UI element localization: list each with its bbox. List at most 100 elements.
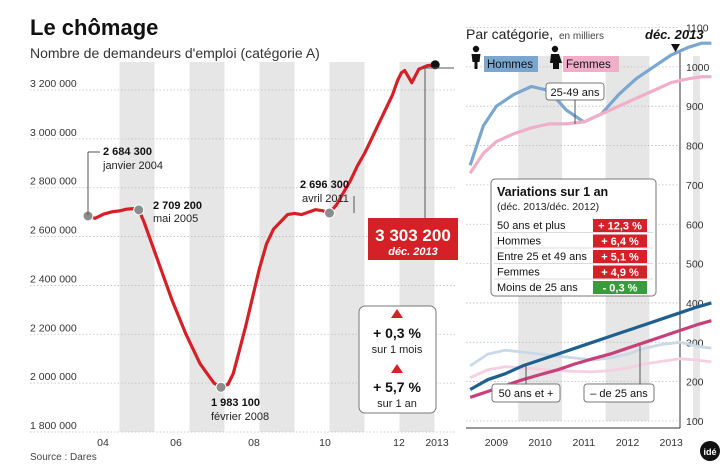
highlight-label: déc. 2013 <box>388 246 438 258</box>
table-row-value: - 0,3 % <box>603 283 638 295</box>
variations-title: Variations sur 1 an <box>497 185 608 199</box>
table-row-badge <box>593 265 647 279</box>
category-chart-x-ticks: 2009 2010 2011 2012 2013 <box>485 437 683 449</box>
woman-icon <box>550 45 562 69</box>
highlight-callout: 3 303 200 déc. 2013 <box>368 67 458 260</box>
table-row-label: Entre 25 et 49 ans <box>497 251 587 263</box>
change-box: + 0,3 % sur 1 mois + 5,7 % sur 1 an <box>358 305 437 414</box>
page-subtitle: Nombre de demandeurs d'emploi (catégorie… <box>30 45 320 61</box>
y-tick-label: 500 <box>686 259 704 271</box>
group-label-box <box>583 383 655 403</box>
annotation-value: 2 696 300 <box>300 179 349 191</box>
x-tick-label: 2013 <box>660 437 684 449</box>
table-row-value: + 12,3 % <box>598 221 642 233</box>
group-label-50-plus: 50 ans et + <box>491 364 561 403</box>
category-title: Par catégorie, <box>466 26 553 42</box>
y-tick-label: 2 000 000 <box>30 371 77 383</box>
y-tick-label: 2 600 000 <box>30 225 77 237</box>
publisher-logo: idé <box>700 441 720 461</box>
y-tick-label: 1000 <box>686 62 710 74</box>
y-tick-label: 100 <box>686 416 704 428</box>
group-label-text: 25-49 ans <box>551 87 600 99</box>
latest-point-marker <box>430 60 440 70</box>
year-band <box>693 56 701 421</box>
annotation-may-2005: 2 709 200 mai 2005 <box>153 200 202 225</box>
annotation-label: avril 2011 <box>302 193 349 205</box>
highlight-box <box>368 218 458 260</box>
legend-swatch-women <box>563 56 619 72</box>
highlight-value: 3 303 200 <box>375 226 451 245</box>
page-title: Le chômage <box>30 15 158 40</box>
series-line-hommes <box>469 340 712 368</box>
x-tick-label: 06 <box>170 437 182 449</box>
series-line-hommes <box>469 301 712 391</box>
variations-rows: 50 ans et plus + 12,3 % Hommes + 6,4 % Entre… <box>494 219 653 295</box>
data-point-marker <box>324 207 335 219</box>
x-tick-label: 2009 <box>485 437 509 449</box>
series-line-femmes <box>469 357 712 379</box>
table-row-badge <box>593 219 647 232</box>
category-unit: en milliers <box>559 31 604 42</box>
source-note: Source : Dares <box>30 452 97 463</box>
x-tick-label: 10 <box>319 437 331 449</box>
legend-label-women: Femmes <box>566 59 611 71</box>
highlight-leader <box>424 67 454 222</box>
y-tick-label: 200 <box>686 377 704 389</box>
change-month-value: + 0,3 % <box>373 325 421 341</box>
y-tick-label: 3 200 000 <box>30 78 77 90</box>
annotation-label: mai 2005 <box>153 213 198 225</box>
annotation-value: 2 709 200 <box>153 200 202 212</box>
y-tick-label: 900 <box>686 101 704 113</box>
annotation-value: 1 983 100 <box>211 397 260 409</box>
category-period: déc. 2013 <box>645 27 704 42</box>
series-line-femmes <box>468 75 712 174</box>
y-tick-label: 2 200 000 <box>30 322 77 334</box>
annotation-label: février 2008 <box>211 411 269 423</box>
period-marker-icon <box>671 44 680 52</box>
category-chart-series <box>468 41 712 399</box>
main-chart-x-ticks: 04 06 08 10 12 2013 <box>97 437 449 449</box>
man-icon <box>471 45 481 69</box>
y-tick-label: 1 800 000 <box>30 420 77 432</box>
legend-item-men: Hommes <box>471 45 538 72</box>
change-box-frame <box>358 305 437 414</box>
annotation-jan-2004: 2 684 300 janvier 2004 <box>87 146 163 215</box>
annotation-feb-2008: 1 983 100 février 2008 <box>211 397 269 423</box>
x-tick-label: 2012 <box>616 437 640 449</box>
table-row-label: Hommes <box>497 236 542 248</box>
y-tick-label: 600 <box>686 219 704 231</box>
annotation-apr-2011: 2 696 300 avril 2011 <box>300 179 355 213</box>
year-band <box>119 62 155 432</box>
change-year-label: sur 1 an <box>377 398 417 410</box>
group-label-text: 50 ans et + <box>499 388 554 400</box>
variations-subtitle: (déc. 2013/déc. 2012) <box>497 201 599 213</box>
change-year-value: + 5,7 % <box>373 379 421 395</box>
table-row-badge <box>593 250 647 263</box>
table-row-label: Femmes <box>497 267 540 279</box>
up-arrow-icon <box>391 309 403 318</box>
publisher-logo-text: idé <box>703 447 716 457</box>
y-tick-label: 800 <box>686 141 704 153</box>
main-chart-series <box>87 63 436 389</box>
x-tick-label: 08 <box>248 437 260 449</box>
main-chart-markers <box>82 60 440 393</box>
data-point-marker <box>133 204 145 216</box>
variations-table: Variations sur 1 an (déc. 2013/déc. 2012… <box>490 178 657 297</box>
x-tick-label: 12 <box>393 437 405 449</box>
annotation-value: 2 684 300 <box>103 146 152 158</box>
table-row-badge <box>593 281 647 294</box>
x-tick-label: 04 <box>97 437 109 449</box>
table-row-label: 50 ans et plus <box>497 220 566 232</box>
group-label-under-25: – de 25 ans <box>583 346 655 403</box>
table-row-badge <box>593 234 647 248</box>
change-month-label: sur 1 mois <box>372 344 423 356</box>
y-tick-label: 2 400 000 <box>30 273 77 285</box>
up-arrow-icon <box>391 364 403 373</box>
y-tick-label: 3 000 000 <box>30 127 77 139</box>
table-row-value: + 6,4 % <box>601 236 639 248</box>
x-tick-label: 2010 <box>528 437 552 449</box>
group-label-text: – de 25 ans <box>590 388 648 400</box>
x-tick-label: 2011 <box>573 437 596 449</box>
y-tick-label: 1100 <box>686 23 709 35</box>
